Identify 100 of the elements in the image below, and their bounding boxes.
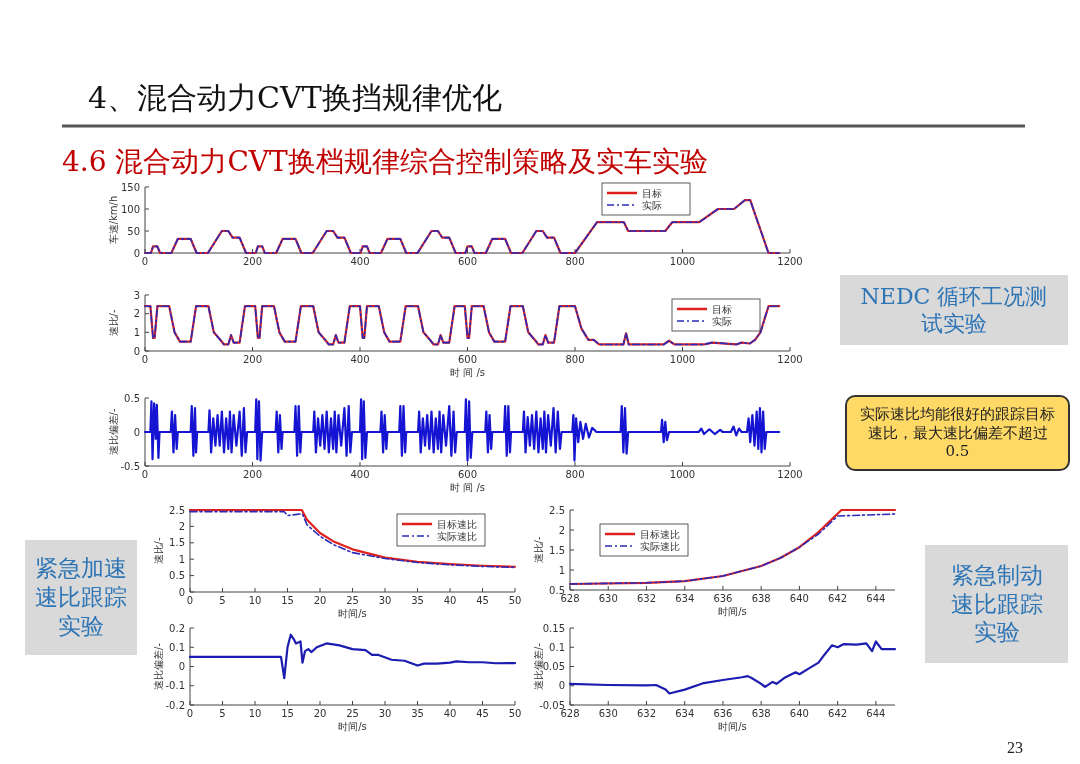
y-tick-label: 0 [133, 426, 140, 438]
y-tick-label: -0.1 [165, 680, 185, 692]
x-tick-label: 15 [281, 595, 294, 606]
y-tick-label: 100 [120, 203, 140, 215]
y-axis-title: 车速/km/h [108, 195, 119, 245]
y-tick-label: 150 [120, 181, 140, 193]
legend-label: 实际 [712, 315, 732, 327]
x-tick-label: 1000 [669, 354, 696, 365]
x-tick-label: 5 [219, 708, 226, 719]
x-tick-label: 400 [350, 354, 370, 365]
y-axis-title: 速比/- [153, 537, 164, 565]
x-tick-label: 200 [242, 354, 263, 365]
x-axis-title: 时间/s [718, 606, 747, 617]
x-tick-label: 640 [789, 708, 809, 719]
y-tick-label: 2 [558, 524, 565, 536]
y-tick-label: 0.1 [549, 641, 565, 653]
text: 紧急制动速比跟踪实验 [949, 560, 1044, 648]
x-tick-label: 800 [565, 256, 585, 267]
x-tick-label: 800 [565, 354, 585, 365]
y-tick-label: 1.5 [549, 544, 565, 556]
y-tick-label: 0 [178, 661, 185, 672]
text: 实际速比均能很好的跟踪目标速比，最大速比偏差不超过 0.5 [859, 404, 1056, 462]
x-tick-label: 0 [141, 256, 149, 267]
x-tick-label: 628 [560, 708, 580, 719]
x-tick-label: 0 [141, 469, 149, 480]
y-tick-label: 1 [178, 553, 185, 565]
x-axis-title: 时间/s [338, 608, 367, 619]
y-tick-label: 50 [127, 225, 140, 237]
line-series [568, 640, 897, 695]
x-tick-label: 644 [866, 708, 886, 719]
x-axis-title: 时 间 /s [450, 367, 485, 378]
y-tick-label: 1 [133, 326, 140, 338]
y-tick-label: 3 [133, 289, 140, 301]
y-tick-label: 2.5 [549, 504, 565, 516]
x-tick-label: 630 [598, 593, 618, 604]
x-tick-label: 630 [598, 708, 618, 719]
line-series [143, 398, 781, 462]
x-tick-label: 1200 [777, 256, 803, 267]
legend-label: 目标 [712, 303, 732, 315]
x-tick-label: 628 [560, 593, 580, 604]
y-tick-label: 0.5 [169, 570, 185, 582]
x-tick-label: 600 [457, 469, 478, 480]
x-tick-label: 400 [350, 256, 370, 267]
x-tick-label: 632 [636, 593, 657, 604]
x-tick-label: 20 [313, 708, 327, 719]
y-axis-title: 速比/- [108, 309, 119, 337]
legend-label: 实际 [642, 199, 662, 211]
x-axis-title: 时 间 /s [450, 482, 485, 493]
text: 4.6 混合动力CVT换档规律综合控制策略及实车实验 [62, 144, 708, 180]
x-tick-label: 200 [242, 469, 263, 480]
x-tick-label: 40 [443, 595, 457, 606]
x-axis-title: 时间/s [338, 721, 367, 732]
y-tick-label: -0.05 [539, 699, 565, 711]
x-tick-label: 642 [828, 593, 848, 604]
text: NEDC 循环工况测试实验 [859, 282, 1049, 338]
y-tick-label: 0.15 [542, 622, 565, 634]
x-tick-label: 638 [751, 708, 771, 719]
x-tick-label: 0 [141, 354, 149, 365]
x-tick-label: 30 [378, 708, 392, 719]
legend-label: 目标速比 [437, 518, 477, 530]
x-tick-label: 800 [565, 469, 585, 480]
y-tick-label: 1 [558, 564, 565, 576]
y-tick-label: 2 [133, 308, 140, 320]
x-tick-label: 20 [313, 595, 327, 606]
x-tick-label: 10 [248, 708, 262, 719]
x-tick-label: 400 [350, 469, 370, 480]
legend-label: 实际速比 [640, 540, 680, 552]
x-tick-label: 35 [411, 708, 424, 719]
text: 23 [1007, 737, 1023, 758]
y-tick-label: 0 [133, 247, 140, 259]
x-tick-label: 30 [378, 595, 392, 606]
y-tick-label: 2.5 [169, 504, 185, 516]
y-tick-label: 0.1 [169, 641, 185, 653]
x-tick-label: 1200 [777, 354, 803, 365]
x-tick-label: 50 [508, 708, 522, 719]
y-axis-title: 速比/- [533, 536, 544, 564]
y-tick-label: 0.5 [124, 392, 140, 404]
y-tick-label: -0.5 [120, 460, 140, 472]
legend-label: 实际速比 [437, 530, 477, 542]
y-tick-label: 0.5 [549, 584, 565, 596]
legend-label: 目标 [642, 187, 662, 199]
y-tick-label: 1.5 [169, 537, 185, 549]
x-tick-label: 634 [675, 593, 695, 604]
y-axis-title: 速比偏差/- [153, 642, 164, 690]
x-tick-label: 25 [346, 708, 359, 719]
x-tick-label: 10 [248, 595, 262, 606]
x-tick-label: 634 [675, 708, 695, 719]
y-axis-title: 速比偏差/- [533, 642, 544, 690]
x-tick-label: 45 [476, 595, 489, 606]
x-tick-label: 50 [508, 595, 522, 606]
x-tick-label: 5 [219, 595, 226, 606]
y-tick-label: 0.05 [542, 661, 565, 672]
x-axis-title: 时间/s [718, 721, 747, 732]
y-tick-label: -0.2 [165, 699, 185, 711]
x-tick-label: 25 [346, 595, 359, 606]
x-tick-label: 600 [457, 256, 478, 267]
y-tick-label: 0.2 [169, 622, 185, 634]
x-tick-label: 600 [457, 354, 478, 365]
x-tick-label: 0 [186, 708, 194, 719]
x-tick-label: 0 [186, 595, 194, 606]
